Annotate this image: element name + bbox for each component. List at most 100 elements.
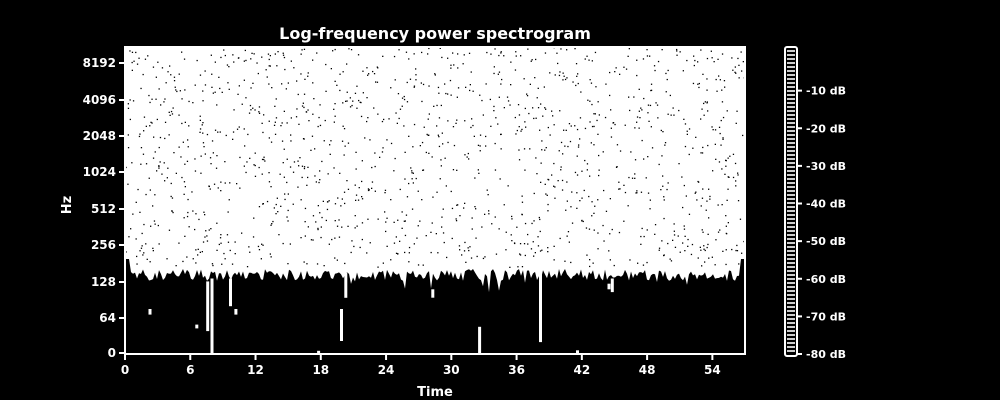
- speckle-dot: [638, 88, 640, 90]
- speckle-dot: [667, 182, 669, 184]
- y-tick-label: 8192: [83, 56, 116, 70]
- speckle-dot: [131, 162, 133, 164]
- speckle-dot: [727, 222, 729, 224]
- speckle-dot: [711, 256, 713, 258]
- speckle-dot: [141, 232, 143, 235]
- speckle-dot: [285, 88, 287, 90]
- speckle-dot: [318, 181, 320, 184]
- speckle-dot: [220, 242, 222, 244]
- speckle-dot: [618, 188, 620, 190]
- speckle-dot: [706, 246, 708, 249]
- speckle-dot: [720, 119, 722, 122]
- speckle-dot: [597, 101, 599, 103]
- speckle-dot: [250, 58, 252, 60]
- speckle-dot: [654, 233, 656, 235]
- speckle-dot: [315, 221, 317, 223]
- speckle-dot: [437, 86, 440, 89]
- speckle-dot: [658, 163, 660, 166]
- speckle-dot: [539, 230, 541, 233]
- speckle-dot: [411, 178, 413, 180]
- speckle-dot: [281, 83, 283, 85]
- speckle-dot: [183, 58, 186, 60]
- speckle-dot: [226, 234, 229, 236]
- speckle-dot: [262, 203, 264, 205]
- speckle-dot: [609, 259, 611, 261]
- speckle-dot: [136, 255, 138, 258]
- speckle-dot: [385, 230, 387, 233]
- speckle-dot: [724, 173, 726, 175]
- speckle-dot: [141, 245, 143, 247]
- speckle-dot: [410, 167, 412, 169]
- speckle-dot: [385, 221, 387, 223]
- speckle-dot: [197, 254, 199, 256]
- speckle-dot: [426, 133, 428, 136]
- speckle-dot: [646, 55, 649, 57]
- speckle-dot: [204, 84, 207, 86]
- speckle-dot: [252, 107, 254, 109]
- speckle-dot: [437, 252, 439, 254]
- speckle-dot: [438, 136, 440, 138]
- speckle-dot: [552, 115, 554, 117]
- speckle-dot: [446, 256, 448, 259]
- speckle-dot: [695, 191, 697, 193]
- speckle-dot: [614, 123, 616, 126]
- speckle-dot: [590, 82, 593, 84]
- speckle-dot: [296, 80, 298, 82]
- speckle-dot: [140, 247, 143, 249]
- speckle-dot: [701, 108, 703, 110]
- x-tick-label: 42: [573, 363, 590, 377]
- speckle-dot: [560, 141, 563, 144]
- speckle-dot: [672, 239, 674, 241]
- speckle-dot: [358, 99, 360, 102]
- speckle-dot: [586, 254, 588, 256]
- speckle-dot: [684, 235, 686, 237]
- speckle-dot: [649, 104, 652, 107]
- speckle-dot: [649, 199, 651, 201]
- speckle-dot: [651, 147, 654, 149]
- speckle-dot: [390, 87, 392, 89]
- speckle-dot: [359, 246, 361, 249]
- speckle-dot: [636, 190, 638, 192]
- speckle-dot: [715, 158, 717, 160]
- speckle-dot: [578, 144, 580, 146]
- speckle-dot: [737, 174, 739, 176]
- speckle-dot: [734, 71, 736, 73]
- speckle-dot: [605, 210, 608, 212]
- speckle-dot: [341, 226, 343, 228]
- speckle-dot: [150, 121, 152, 123]
- speckle-dot: [707, 144, 709, 147]
- speckle-dot: [593, 212, 595, 214]
- speckle-dot: [666, 78, 668, 81]
- speckle-dot: [195, 249, 197, 251]
- speckle-dot: [140, 87, 142, 90]
- speckle-dot: [482, 257, 485, 260]
- speckle-dot: [295, 116, 298, 118]
- speckle-dot: [388, 118, 390, 120]
- speckle-dot: [299, 157, 301, 159]
- speckle-dot: [241, 232, 243, 234]
- speckle-dot: [404, 220, 406, 222]
- speckle-dot: [640, 107, 642, 109]
- spectral-event: [234, 309, 238, 315]
- speckle-dot: [419, 220, 421, 222]
- speckle-dot: [245, 59, 247, 62]
- speckle-dot: [157, 224, 159, 227]
- speckle-dot: [270, 256, 272, 258]
- y-tick-label: 2048: [83, 129, 116, 143]
- speckle-dot: [377, 113, 379, 115]
- speckle-dot: [252, 82, 254, 84]
- speckle-dot: [631, 177, 634, 179]
- speckle-dot: [461, 254, 463, 256]
- speckle-dot: [133, 60, 135, 62]
- speckle-dot: [138, 135, 141, 138]
- speckle-dot: [498, 96, 500, 98]
- speckle-dot: [581, 220, 583, 222]
- speckle-dot: [677, 235, 679, 237]
- speckle-dot: [743, 240, 745, 243]
- speckle-dot: [161, 67, 164, 69]
- speckle-dot: [310, 149, 312, 151]
- speckle-dot: [697, 257, 699, 259]
- speckle-dot: [580, 91, 582, 93]
- speckle-dot: [432, 196, 434, 198]
- speckle-dot: [246, 266, 249, 268]
